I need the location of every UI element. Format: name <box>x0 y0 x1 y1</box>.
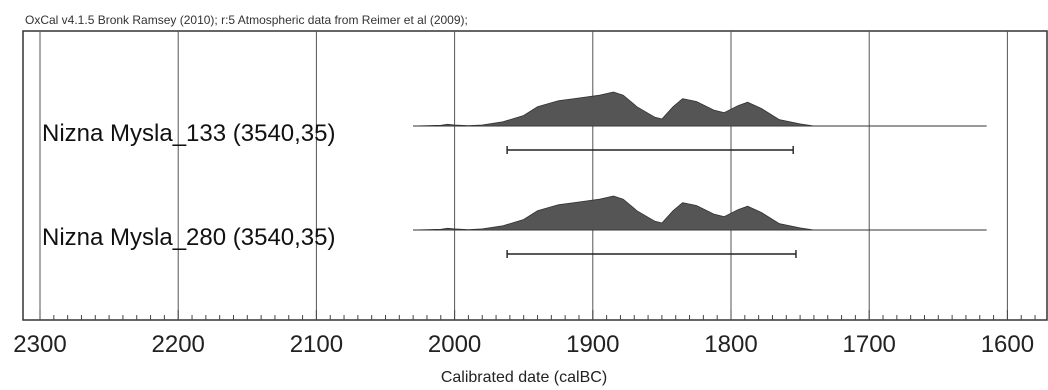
x-tick-label: 2100 <box>290 331 343 358</box>
x-tick-label: 2300 <box>13 331 66 358</box>
series-label: Nizna Mysla_280 (3540,35) <box>42 224 336 251</box>
probability-distribution <box>413 195 814 231</box>
chart-header: OxCal v4.1.5 Bronk Ramsey (2010); r:5 At… <box>25 13 468 27</box>
x-tick-label: 2200 <box>152 331 205 358</box>
x-tick-label: 1600 <box>981 331 1034 358</box>
x-tick-label: 1700 <box>843 331 896 358</box>
series-label: Nizna Mysla_133 (3540,35) <box>42 120 336 147</box>
x-tick-label: 2000 <box>428 331 481 358</box>
x-axis-title: Calibrated date (calBC) <box>441 369 607 386</box>
plot-frame <box>22 30 1048 321</box>
x-tick-label: 1800 <box>704 331 757 358</box>
probability-distribution <box>413 91 814 127</box>
x-tick-label: 1900 <box>566 331 619 358</box>
